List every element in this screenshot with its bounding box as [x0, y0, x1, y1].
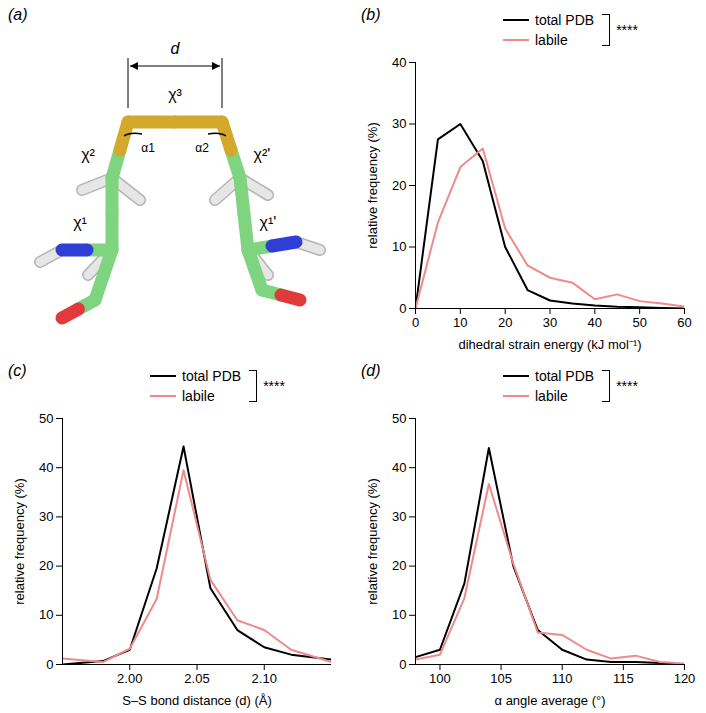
svg-text:20: 20: [392, 558, 406, 573]
svg-text:40: 40: [392, 55, 406, 70]
svg-text:α1: α1: [141, 141, 155, 155]
html-text:(d): (d): [361, 362, 381, 379]
svg-text:χ²: χ²: [81, 146, 95, 163]
svg-text:10: 10: [39, 607, 53, 622]
html-text:total PDB: total PDB: [535, 12, 595, 28]
svg-text:2.10: 2.10: [252, 671, 277, 686]
html-text:(c): (c): [8, 362, 27, 379]
svg-text:50: 50: [39, 411, 53, 426]
html-text:(b): (b): [361, 6, 381, 23]
svg-text:2.05: 2.05: [184, 671, 209, 686]
svg-text:40: 40: [588, 315, 602, 330]
html-text:(a): (a): [8, 6, 28, 23]
svg-text:S–S bond distance (d) (Å): S–S bond distance (d) (Å): [122, 693, 272, 708]
svg-text:χ¹: χ¹: [73, 214, 87, 231]
svg-text:105: 105: [490, 671, 512, 686]
html-text:labile: labile: [535, 32, 568, 48]
svg-text:0: 0: [399, 301, 406, 316]
html-text:labile: labile: [535, 388, 568, 404]
svg-text:relative frequency (%): relative frequency (%): [12, 478, 27, 604]
svg-text:30: 30: [39, 509, 53, 524]
svg-text:d: d: [171, 40, 181, 57]
svg-text:2.00: 2.00: [117, 671, 142, 686]
svg-text:30: 30: [392, 116, 406, 131]
svg-text:20: 20: [498, 315, 512, 330]
svg-text:10: 10: [392, 239, 406, 254]
svg-text:60: 60: [677, 315, 691, 330]
svg-text:0: 0: [46, 657, 53, 672]
svg-text:50: 50: [392, 411, 406, 426]
svg-text:20: 20: [392, 178, 406, 193]
svg-text:dihedral strain energy (kJ mol: dihedral strain energy (kJ mol⁻¹): [458, 337, 641, 352]
html-text:total PDB: total PDB: [535, 368, 595, 384]
svg-text:100: 100: [429, 671, 451, 686]
svg-text:40: 40: [39, 460, 53, 475]
svg-text:0: 0: [412, 315, 419, 330]
svg-text:10: 10: [453, 315, 467, 330]
svg-text:α angle average (°): α angle average (°): [495, 693, 606, 708]
svg-text:40: 40: [392, 460, 406, 475]
html-text:labile: labile: [182, 388, 215, 404]
svg-text:χ³: χ³: [168, 86, 182, 103]
html-text:total PDB: total PDB: [182, 368, 242, 384]
svg-text:115: 115: [613, 671, 634, 686]
svg-text:α2: α2: [195, 141, 209, 155]
svg-text:χ²': χ²': [254, 146, 271, 163]
svg-text:relative frequency (%): relative frequency (%): [365, 122, 380, 248]
svg-text:120: 120: [674, 671, 696, 686]
svg-text:50: 50: [632, 315, 646, 330]
svg-text:10: 10: [392, 607, 406, 622]
svg-text:110: 110: [552, 671, 573, 686]
svg-text:30: 30: [543, 315, 557, 330]
svg-text:relative frequency (%): relative frequency (%): [365, 478, 380, 604]
svg-text:20: 20: [39, 558, 53, 573]
svg-text:30: 30: [392, 509, 406, 524]
svg-text:0: 0: [399, 657, 406, 672]
svg-text:χ¹': χ¹': [260, 214, 277, 231]
